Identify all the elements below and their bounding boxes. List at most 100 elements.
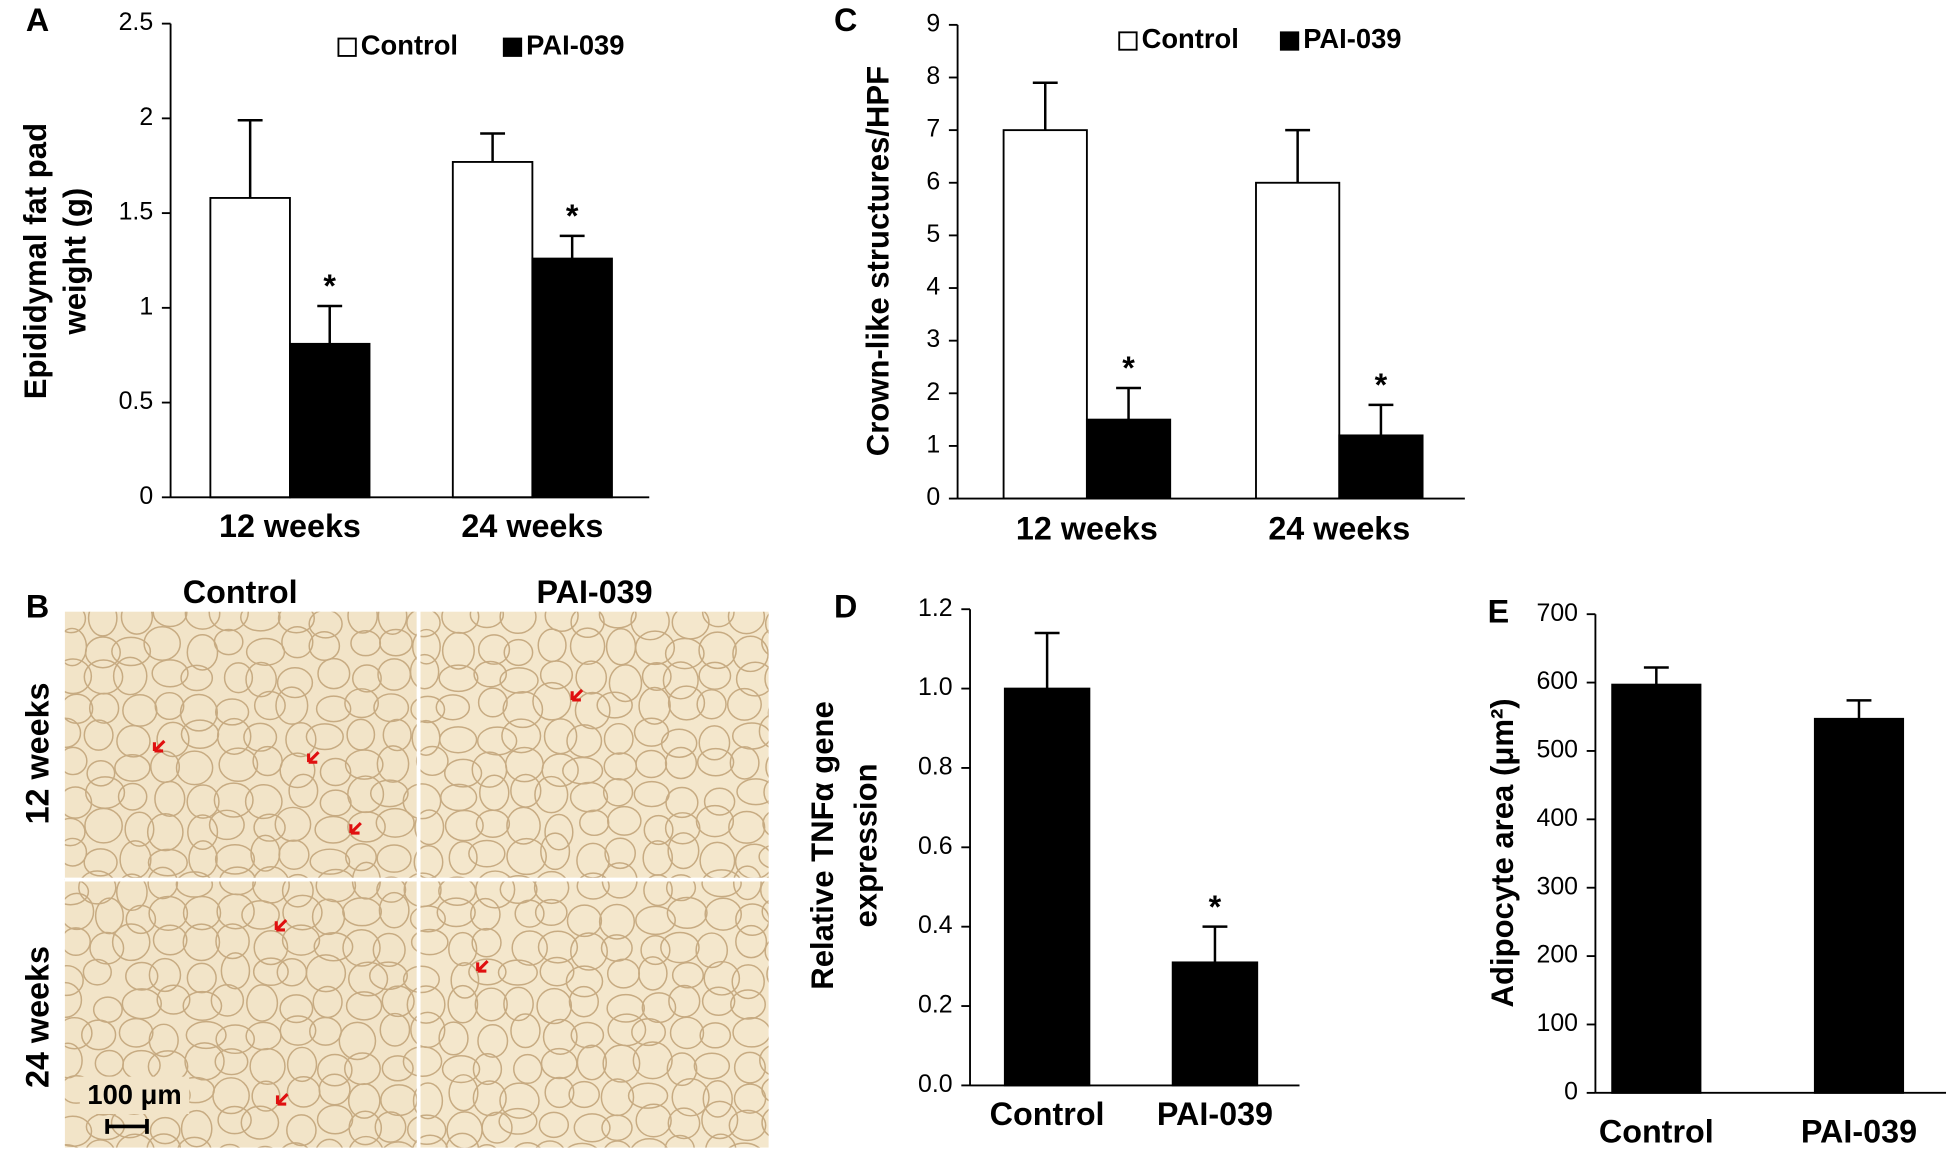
cell [402,1045,443,1077]
cell [764,666,769,691]
cell [539,956,575,987]
legend-label: PAI-039 [1303,23,1401,54]
cell [703,960,741,996]
error-bar [480,132,506,162]
cell [534,775,569,814]
y-tick-label: 1 [139,292,153,320]
cell [240,1105,280,1140]
cell [180,664,214,692]
error-bar [237,119,263,198]
cell [640,935,671,966]
error-bar [1032,81,1058,131]
bar [1003,687,1091,1087]
cell [216,717,252,755]
cell [631,1017,667,1047]
cell [244,784,283,820]
cell [764,941,769,962]
cell [701,611,735,628]
significance-marker: * [566,198,579,234]
cell [701,986,736,1017]
cell [475,809,511,838]
bar [531,257,613,499]
cell [497,959,538,986]
cell [468,958,507,986]
cell [693,1052,731,1080]
y-axis-title: Adipocyte area (μm²) [1485,698,1520,1007]
cell [532,681,572,721]
cell [315,695,352,723]
cell [316,1053,353,1087]
cell [286,1114,317,1147]
cell [476,726,518,756]
cell [115,1133,155,1148]
cell [569,627,606,666]
cell [604,1140,631,1148]
cell [699,1022,732,1049]
cell [152,611,188,628]
cell [643,814,674,846]
cell [64,1144,79,1148]
cell [154,780,186,817]
cell [82,958,112,986]
cell [219,1143,240,1148]
x-tick-label: 24 weeks [1268,510,1410,546]
cell [537,930,579,964]
cell [313,932,354,962]
cell [758,845,769,869]
cell [695,804,735,838]
cell [154,691,185,721]
cell [379,1012,411,1047]
cell [116,724,151,758]
y-tick-label: 1.5 [119,198,154,226]
cell [185,1020,227,1050]
cell [772,995,806,1027]
cell [764,613,769,634]
cell-texture [64,611,806,1148]
cell [186,784,220,819]
cell [240,611,281,632]
cell [147,848,188,877]
cell [438,1021,469,1056]
cell [347,611,379,634]
cell [276,667,314,699]
cell [156,721,190,758]
cell [305,954,347,993]
cell [376,876,407,903]
cell [406,611,441,638]
cell [378,891,410,929]
y-tick-label: 200 [1537,941,1578,969]
cell [381,985,415,1018]
cell [281,924,321,956]
cell [665,786,699,819]
cell [436,897,476,928]
error-bar [1202,925,1228,963]
significance-marker: * [1209,889,1222,925]
y-tick-label: 0 [1564,1077,1578,1105]
panel-label: A [26,2,49,38]
cell [638,686,671,725]
cell [438,664,479,693]
cell [402,783,442,820]
cell [728,1109,767,1142]
cell [344,749,384,780]
cell [632,1041,673,1080]
cell [761,1108,769,1137]
y-tick-label: 0.6 [918,832,953,860]
cell [288,773,319,808]
cell [447,984,479,1024]
cell [732,1017,769,1048]
cell [253,690,286,721]
scale-bar-background [79,1076,190,1114]
cell [415,745,449,777]
cell [64,717,82,749]
cell [147,866,179,900]
cell [406,1114,447,1146]
cell [348,1110,383,1146]
cell [218,747,259,782]
legend-swatch [337,37,357,57]
cell [448,931,478,967]
error-bar [1116,386,1141,420]
y-tick-label: 600 [1537,667,1578,695]
y-tick-label: 2 [139,103,153,131]
cell [282,1142,309,1148]
